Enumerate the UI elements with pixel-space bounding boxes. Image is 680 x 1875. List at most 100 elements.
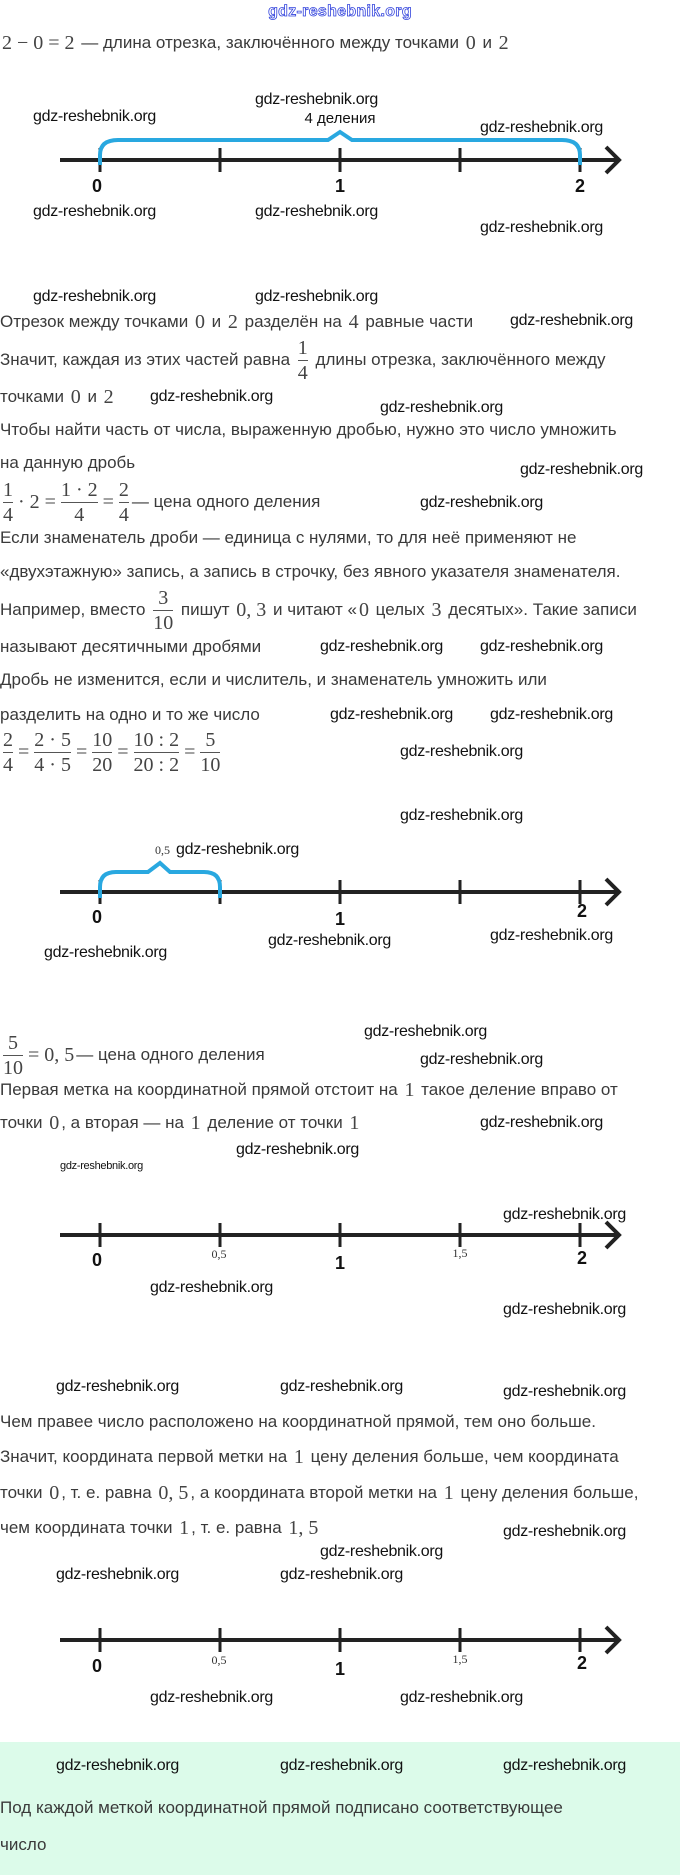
text-segment: и читают « — [268, 600, 357, 619]
text-segment: равные части — [360, 312, 474, 331]
math-expression: 2 — [498, 32, 509, 54]
text-segment: , а координата второй метки на — [190, 1483, 442, 1502]
numerator: 1 · 2 — [60, 478, 98, 501]
tick-label: 0 — [92, 1656, 102, 1676]
arrow-icon — [604, 1625, 622, 1655]
watermark: gdz-reshebnik.org — [56, 1378, 179, 1395]
text-line: «двухэтажную» запись, а запись в строчку… — [0, 560, 620, 584]
tick-label: 1 — [335, 176, 345, 196]
arrow-icon — [604, 877, 622, 907]
fraction-bar — [60, 501, 98, 503]
text-segment: Под каждой меткой координатной прямой по… — [0, 1798, 563, 1817]
text-segment: число — [0, 1835, 47, 1854]
text-segment: Чтобы найти часть от числа, выраженную д… — [0, 420, 617, 439]
fraction-bar — [3, 1054, 23, 1056]
math-expression: 0 — [70, 386, 81, 408]
denominator: 4 — [297, 361, 308, 384]
text-segment: деление от точки — [202, 1113, 348, 1132]
arrow-icon — [604, 1220, 622, 1250]
numerator: 1 — [3, 478, 13, 501]
math-expression: = 0, 5 — [28, 1044, 75, 1066]
number-line-1: 4 деления 0 1 2 — [60, 110, 622, 196]
fraction-bar — [3, 751, 13, 753]
text-line: 2 − 0 = 2 — длина отрезка, заключённого … — [0, 31, 511, 55]
text-line: Отрезок между точками 0 и 2 разделён на … — [0, 310, 473, 334]
text-line: Чем правее число расположено на координа… — [0, 1410, 596, 1434]
watermark: gdz-reshebnik.org — [33, 108, 156, 125]
watermark: gdz-reshebnik.org — [44, 944, 167, 961]
numerator: 2 — [3, 728, 13, 751]
fraction: 5 10 — [3, 1033, 23, 1078]
number-line-2: 0,5 0 1 2 — [60, 843, 622, 929]
numerator: 5 — [205, 728, 216, 751]
text-segment: Значит, каждая из этих частей равна — [0, 350, 295, 369]
text-line: точки 0, т. е. равна 0, 5, а координата … — [0, 1481, 638, 1505]
watermark: gdz-reshebnik.org — [150, 1689, 273, 1706]
text-segment: цену деления больше, чем координата — [305, 1447, 619, 1466]
text-segment: целых — [370, 600, 430, 619]
fraction: 3 10 — [153, 586, 174, 633]
text-segment: на данную дробь — [0, 453, 136, 472]
text-segment: разделить на одно и то же число — [0, 705, 260, 724]
watermark: gdz-reshebnik.org — [320, 1543, 443, 1560]
watermark: gdz-reshebnik.org — [400, 743, 523, 760]
watermark: gdz-reshebnik.org — [503, 1757, 626, 1774]
fraction: 10 : 2 20 : 2 — [133, 730, 180, 775]
math-expression: 1 — [179, 1517, 190, 1539]
math-expression: 1, 5 — [288, 1517, 319, 1539]
denominator: 4 · 5 — [34, 753, 71, 776]
text-segment: Например, вместо — [0, 600, 151, 619]
watermark: gdz-reshebnik.org — [150, 1279, 273, 1296]
watermark: gdz-reshebnik.org — [330, 706, 453, 723]
denominator: 4 — [74, 503, 85, 526]
watermark: gdz-reshebnik.org — [364, 1023, 487, 1040]
text-segment: — цена одного деления — [131, 492, 321, 511]
math-expression: 1 — [349, 1112, 360, 1134]
watermark: gdz-reshebnik.org — [176, 841, 299, 858]
watermark: gdz-reshebnik.org — [380, 399, 503, 416]
watermark: gdz-reshebnik.org — [480, 119, 603, 136]
math-expression: 0, 3 — [236, 599, 267, 621]
fraction: 10 20 — [92, 730, 113, 776]
math-expression: 1 — [404, 1079, 415, 1101]
text-segment: Чем правее число расположено на координа… — [0, 1412, 596, 1431]
text-segment: и — [82, 387, 102, 406]
tick-label: 1,5 — [453, 1246, 468, 1260]
numerator: 5 — [8, 1031, 18, 1054]
watermark: gdz-reshebnik.org — [400, 807, 523, 824]
text-segment: — длина отрезка, заключённого между точк… — [76, 33, 464, 52]
math-expression: 2 — [103, 386, 114, 408]
fraction-bar — [34, 751, 71, 753]
math-expression: 1 — [293, 1446, 304, 1468]
fraction-bar — [153, 609, 174, 611]
text-segment: пишут — [176, 600, 235, 619]
watermark: gdz-reshebnik.org — [255, 288, 378, 305]
text-segment: Дробь не изменится, если и числитель, и … — [0, 670, 547, 689]
watermark: gdz-reshebnik.org — [320, 638, 443, 655]
watermark: gdz-reshebnik.org — [510, 312, 633, 329]
math-expression: · 2 = — [18, 491, 56, 513]
numerator: 3 — [158, 586, 169, 609]
brace-label: 0,5 — [155, 843, 170, 857]
text-segment: десятых». Такие записи — [443, 600, 637, 619]
math-expression: 1 — [190, 1112, 201, 1134]
text-line: число — [0, 1833, 46, 1857]
text-segment: «двухэтажную» запись, а запись в строчку… — [0, 562, 621, 581]
ticks — [98, 1628, 582, 1652]
math-expression: = — [117, 741, 129, 763]
watermark: gdz-reshebnik.org — [480, 638, 603, 655]
arrow-icon — [604, 145, 622, 175]
fraction-bar — [3, 501, 13, 503]
text-segment: Первая метка на координатной прямой отст… — [0, 1080, 403, 1099]
text-line: на данную дробь — [0, 451, 135, 475]
text-line: разделить на одно и то же число — [0, 703, 260, 727]
denominator: 4 — [118, 503, 129, 526]
text-segment: такое деление вправо от — [416, 1080, 618, 1099]
watermark: gdz-reshebnik.org — [255, 91, 378, 108]
denominator: 20 — [92, 753, 113, 776]
math-expression: 0 — [194, 311, 205, 333]
